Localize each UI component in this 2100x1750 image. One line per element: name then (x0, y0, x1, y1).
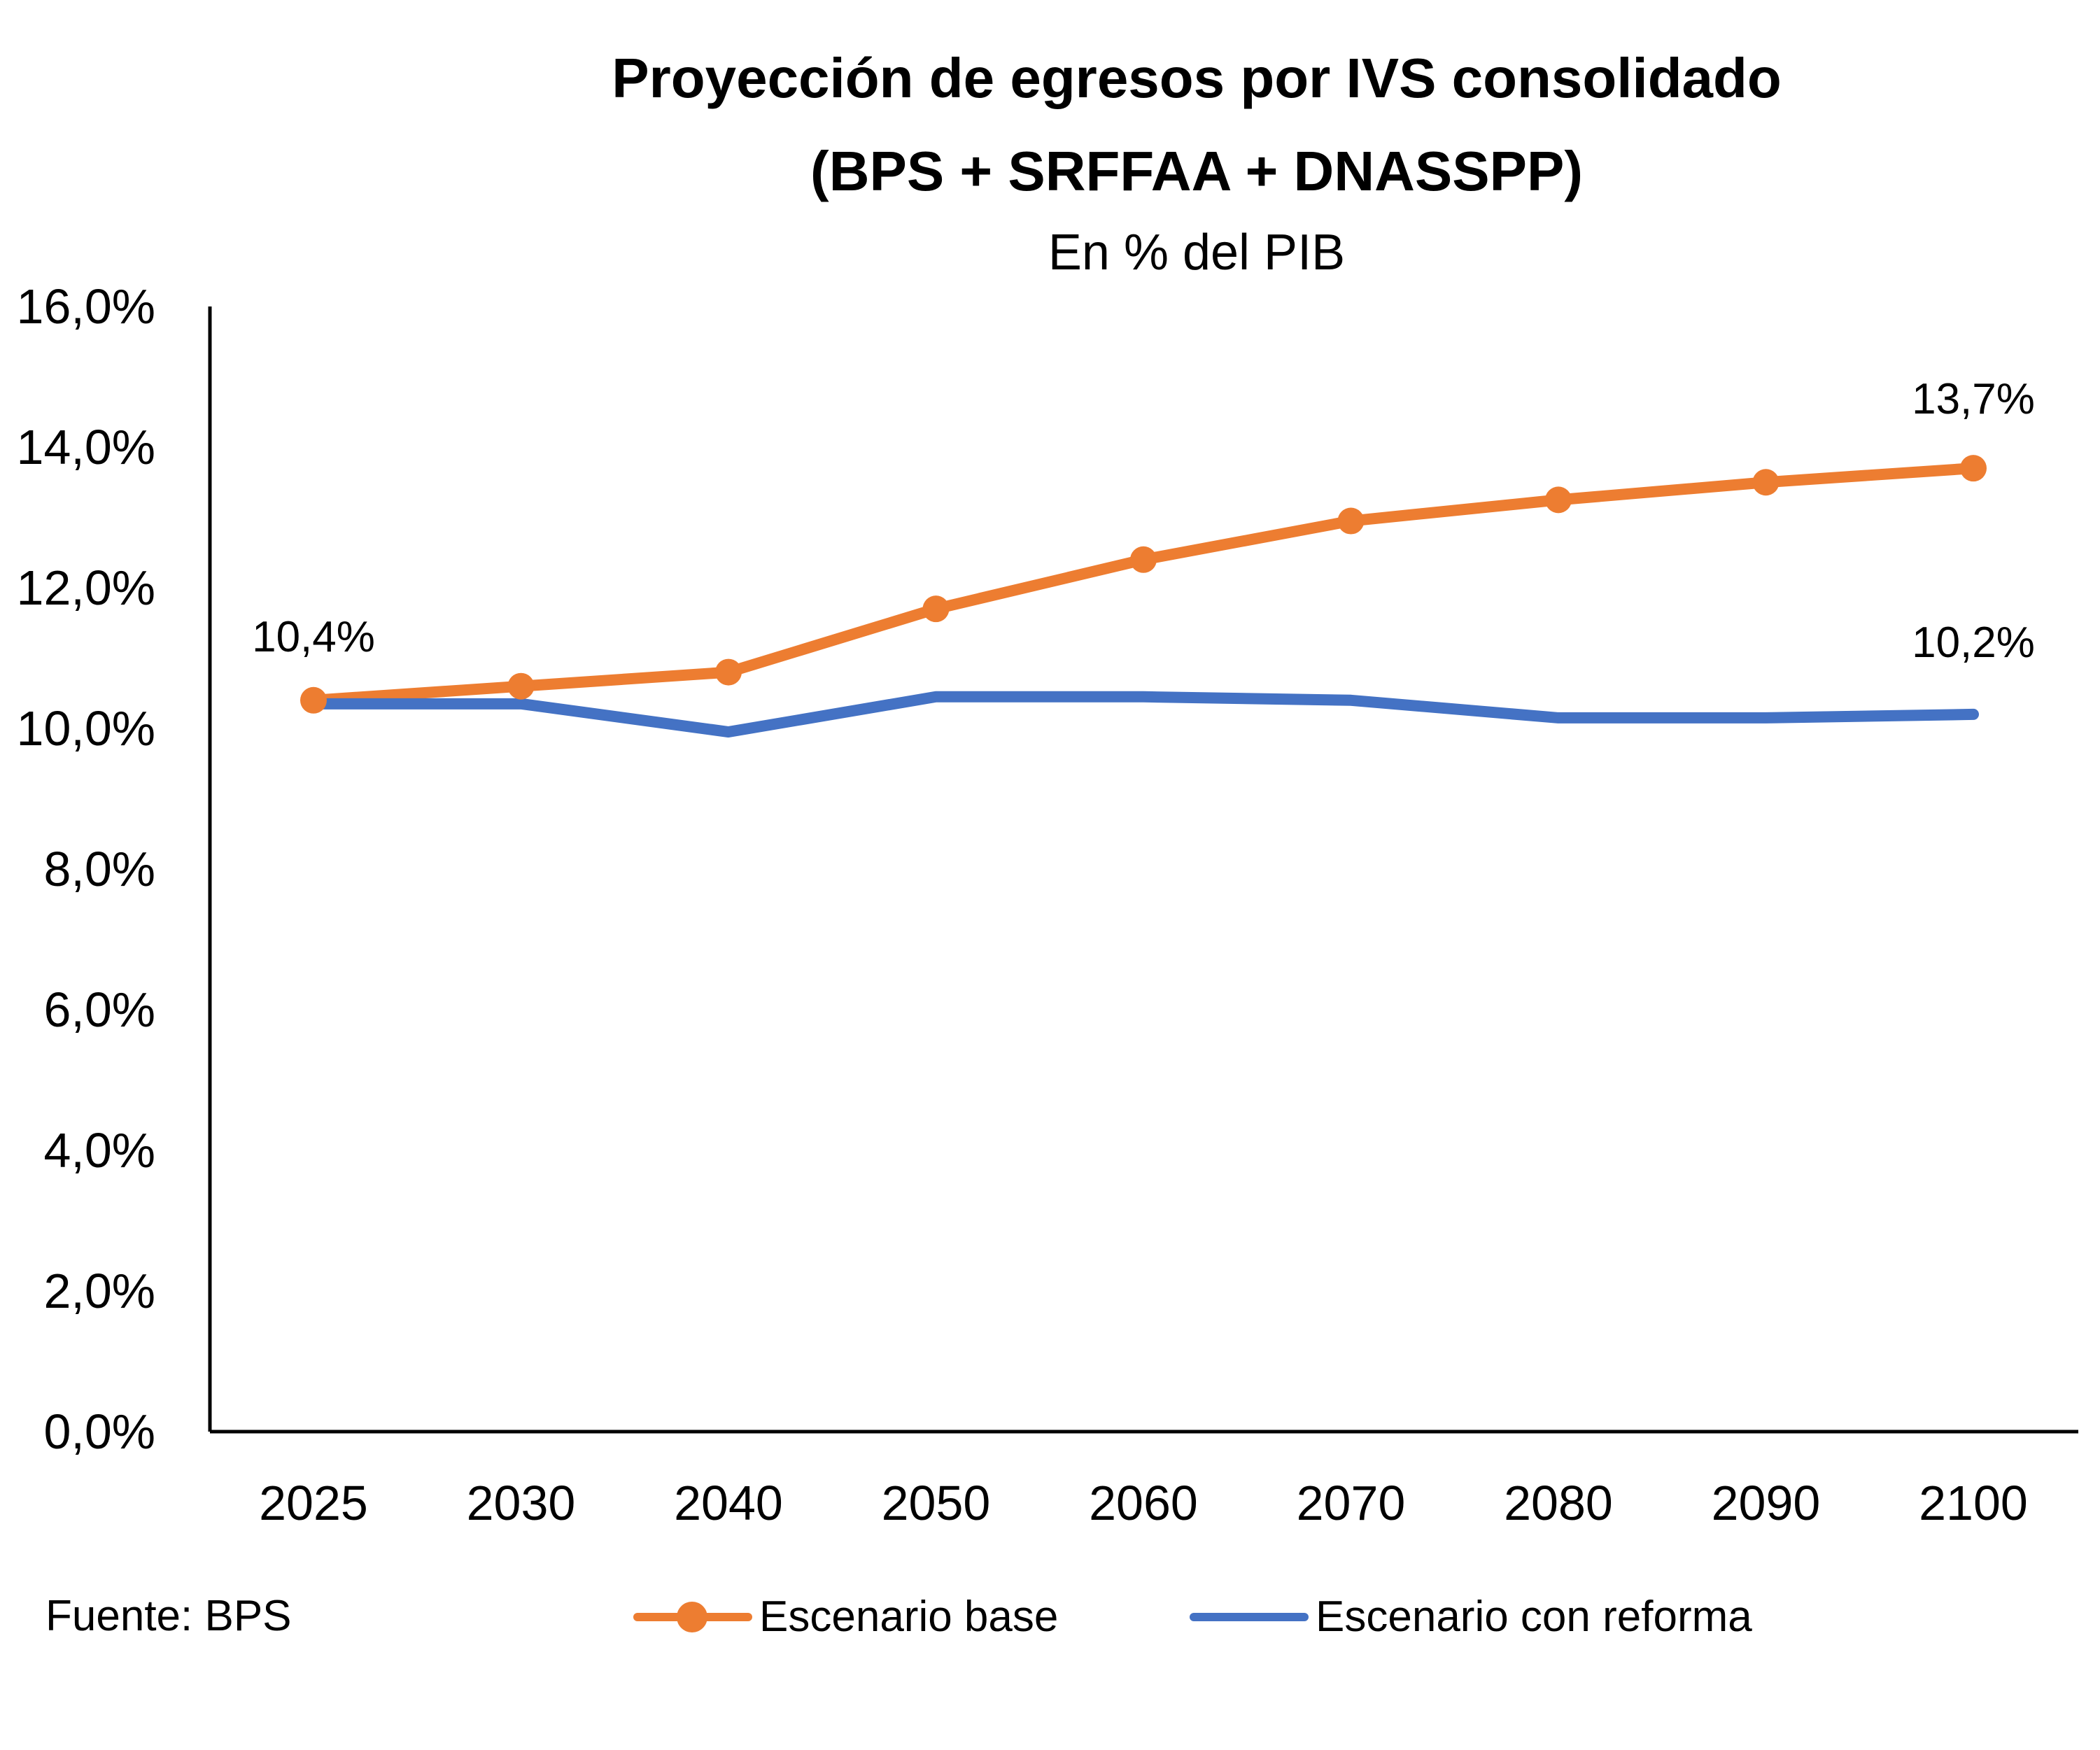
y-tick-label: 12,0% (17, 560, 155, 615)
y-axis: 0,0% 2,0% 4,0% 6,0% 8,0% 10,0% 12,0% 14,0% 16,0% (17, 279, 212, 1459)
series-marker-base (507, 672, 535, 700)
series-marker-base (1545, 486, 1572, 514)
x-tick-label: 2060 (1089, 1476, 1198, 1530)
source-note: Fuente: BPS (45, 1592, 292, 1640)
series-marker-base (715, 658, 742, 686)
y-tick-label: 16,0% (17, 279, 155, 334)
x-tick-label: 2040 (674, 1476, 783, 1530)
series-marker-base (1337, 507, 1365, 535)
series-marker-base (1752, 469, 1780, 496)
legend-item-base: Escenario base (633, 1588, 1058, 1644)
x-tick-label: 2050 (882, 1476, 991, 1530)
y-tick-label: 10,0% (17, 701, 155, 756)
x-tick-label: 2025 (259, 1476, 368, 1530)
y-tick-label: 14,0% (17, 420, 155, 474)
x-tick-label: 2080 (1504, 1476, 1613, 1530)
x-tick-label: 2090 (1712, 1476, 1821, 1530)
data-labels: 10,4% 13,7% 10,2% (252, 375, 2035, 667)
legend-swatch-reforma (1190, 1588, 1309, 1644)
legend-line-reforma (1190, 1613, 1309, 1621)
series-marker-base (922, 595, 950, 623)
series-marker-base (1130, 546, 1157, 573)
series-lines (300, 455, 1987, 738)
series-line-reforma (308, 691, 1979, 738)
y-tick-label: 8,0% (43, 842, 155, 896)
y-tick-label: 0,0% (43, 1404, 155, 1459)
y-tick-label: 4,0% (43, 1123, 155, 1178)
x-tick-label: 2070 (1297, 1476, 1406, 1530)
legend-marker-base (677, 1602, 707, 1632)
data-label: 10,4% (252, 613, 375, 661)
data-label: 10,2% (1912, 619, 2035, 667)
chart-subtitle: En % del PIB (1048, 225, 1346, 281)
legend-swatch-base (633, 1588, 752, 1644)
x-axis: 2025 2030 2040 2050 2060 2070 2080 2090 2100 (210, 1430, 2078, 1530)
data-label: 13,7% (1912, 375, 2035, 423)
series-line-base (308, 463, 1979, 706)
x-tick-label: 2030 (467, 1476, 576, 1530)
y-tick-label: 6,0% (43, 982, 155, 1037)
series-marker-base (1960, 455, 1987, 482)
chart-title-line2: (BPS + SRFFAA + DNASSPP) (810, 140, 1583, 202)
chart-title-line1: Proyección de egresos por IVS consolidad… (612, 47, 1782, 109)
series-marker-base (300, 686, 327, 714)
x-tick-label: 2100 (1919, 1476, 2028, 1530)
legend-label-base: Escenario base (759, 1592, 1059, 1641)
legend-label-reforma: Escenario con reforma (1316, 1592, 1752, 1641)
y-tick-label: 2,0% (43, 1264, 155, 1318)
legend-item-reforma: Escenario con reforma (1190, 1588, 1752, 1644)
